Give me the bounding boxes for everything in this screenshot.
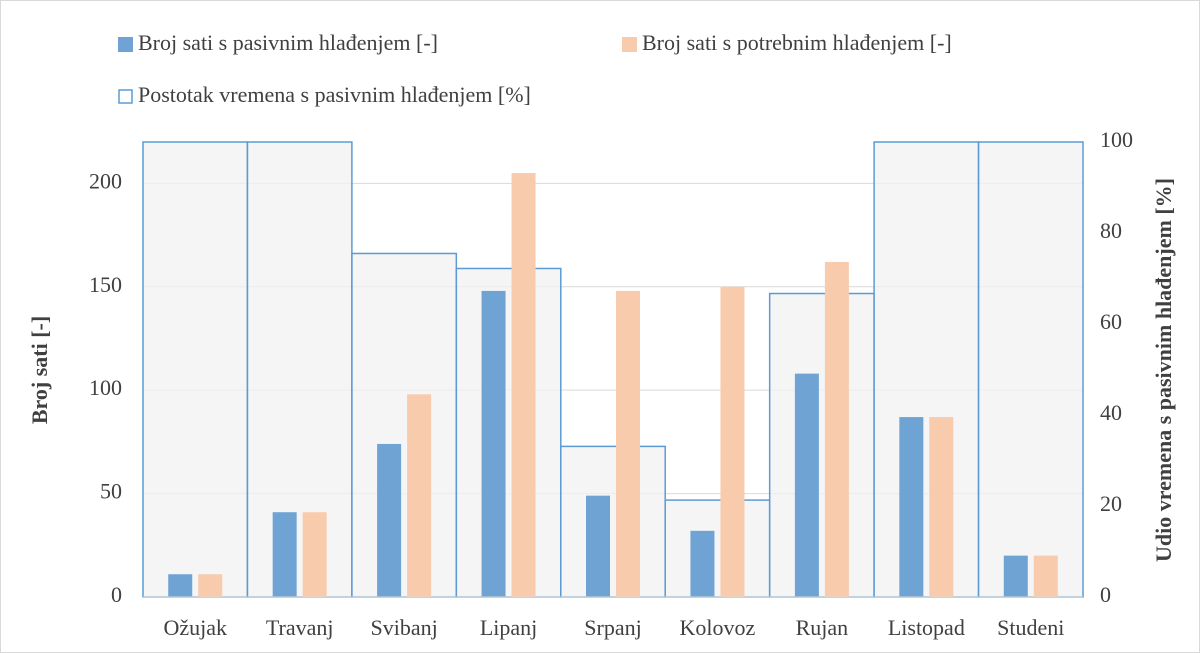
percent-box <box>455 267 562 598</box>
legend-swatch <box>622 37 637 52</box>
y-tick-label: 100 <box>89 375 122 400</box>
x-tick-label: Kolovoz <box>680 615 756 640</box>
x-tick-label: Srpanj <box>584 615 641 640</box>
y2-tick-label: 100 <box>1100 127 1133 152</box>
y2-axis-title: Udio vremena s pasivnim hlađenjem [%] <box>1151 178 1176 562</box>
bar <box>481 290 506 597</box>
bar <box>1033 555 1058 597</box>
bar <box>1003 555 1028 597</box>
bar <box>407 394 432 597</box>
y-axis-title: Broj sati [-] <box>27 316 52 424</box>
y2-tick-label: 0 <box>1100 582 1111 607</box>
bar <box>929 417 954 597</box>
bar <box>586 495 610 597</box>
x-tick-label: Rujan <box>796 615 849 640</box>
y2-tick-label: 80 <box>1100 218 1122 243</box>
x-tick-label: Travanj <box>266 615 334 640</box>
bar <box>272 512 297 597</box>
y-tick-label: 0 <box>111 582 122 607</box>
y2-tick-label: 60 <box>1100 309 1122 334</box>
bar <box>511 173 536 598</box>
bar <box>899 417 924 597</box>
bar <box>198 574 223 597</box>
bar <box>377 443 402 597</box>
percent-box <box>664 499 771 598</box>
x-tick-label: Ožujak <box>163 615 227 640</box>
percent-box <box>560 445 666 598</box>
x-tick-label: Listopad <box>888 615 965 640</box>
x-tick-label: Studeni <box>997 615 1064 640</box>
legend-label: Broj sati s potrebnim hlađenjem [-] <box>642 30 952 55</box>
bar <box>794 373 819 597</box>
percent-box <box>873 141 980 598</box>
legend-swatch <box>118 89 133 104</box>
percent-box <box>977 141 1084 598</box>
legend-swatch <box>118 37 133 52</box>
percent-box <box>142 141 249 598</box>
percent-box <box>351 252 458 598</box>
x-tick-label: Svibanj <box>370 615 437 640</box>
y-tick-label: 50 <box>100 479 122 504</box>
y-tick-label: 150 <box>89 272 122 297</box>
bar <box>690 530 715 597</box>
y2-tick-label: 40 <box>1100 400 1122 425</box>
legend-label: Broj sati s pasivnim hlađenjem [-] <box>138 30 438 55</box>
y2-tick-label: 20 <box>1100 491 1122 516</box>
percent-box <box>246 141 353 598</box>
bar <box>302 512 327 597</box>
bar <box>616 290 640 597</box>
y-tick-label: 200 <box>89 168 122 193</box>
percent-box <box>768 292 875 598</box>
legend-label: Postotak vremena s pasivnim hlađenjem [%… <box>138 82 531 107</box>
x-tick-label: Lipanj <box>480 615 537 640</box>
bar <box>824 261 849 597</box>
bar <box>720 286 745 597</box>
bar <box>168 574 193 597</box>
